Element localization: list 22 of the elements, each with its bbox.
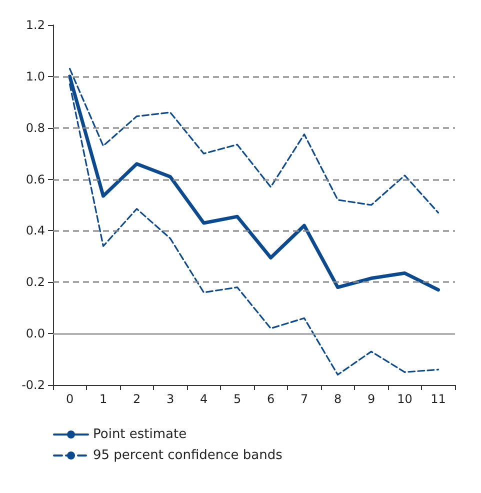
legend-label: Point estimate bbox=[93, 427, 187, 442]
y-tick-label: -0.2 bbox=[22, 378, 45, 392]
x-tick-label: 6 bbox=[266, 392, 275, 406]
x-tick-label: 1 bbox=[99, 392, 108, 406]
y-tick-label: 1.0 bbox=[26, 69, 45, 84]
x-tick-label: 11 bbox=[430, 392, 446, 406]
x-tick-label: 2 bbox=[132, 392, 141, 406]
y-tick-label: 0.8 bbox=[26, 120, 45, 135]
x-tick-label: 8 bbox=[334, 392, 342, 406]
x-tick-label: 0 bbox=[66, 392, 74, 406]
x-tick-label: 7 bbox=[300, 392, 308, 406]
y-tick-label: 1.2 bbox=[26, 18, 45, 32]
x-tick-label: 3 bbox=[166, 392, 174, 406]
y-tick-label: 0.4 bbox=[26, 224, 45, 238]
y-tick-label: 0.2 bbox=[26, 275, 45, 290]
y-tick-label: 0.0 bbox=[26, 326, 45, 341]
x-tick-label: 5 bbox=[233, 392, 242, 406]
x-tick-label: 10 bbox=[397, 392, 412, 406]
x-tick-label: 9 bbox=[367, 392, 376, 406]
y-tick-label: 0.6 bbox=[26, 172, 45, 186]
x-tick-label: 4 bbox=[200, 392, 208, 406]
legend-label: 95 percent confidence bands bbox=[93, 448, 283, 463]
